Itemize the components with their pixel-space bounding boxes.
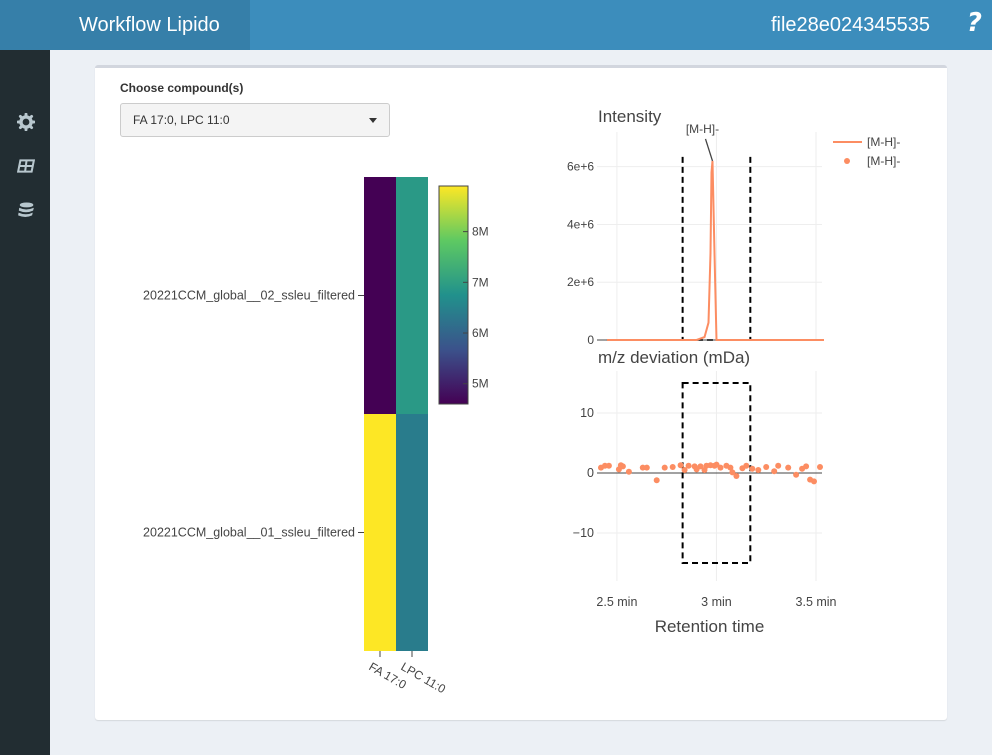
- heatmap-cell[interactable]: [396, 177, 428, 414]
- main-panel: [95, 65, 947, 720]
- mz-y-tick-label: 0: [587, 466, 594, 480]
- colorbar-tick-label: 7M: [472, 275, 489, 289]
- heatmap-cell[interactable]: [364, 414, 396, 651]
- mz-y-tick-label: −10: [573, 526, 594, 540]
- legend-label-marker: [M-H]-: [867, 154, 900, 168]
- mz-deviation-point[interactable]: [605, 462, 612, 469]
- annotation-arrow: [704, 138, 714, 162]
- mz-deviation-point[interactable]: [661, 464, 668, 471]
- compound-select[interactable]: FA 17:0, LPC 11:0: [120, 103, 390, 137]
- intensity-series-line[interactable]: [607, 160, 824, 341]
- mz-deviation-point[interactable]: [729, 469, 736, 476]
- mz-deviation-point[interactable]: [817, 464, 823, 470]
- x-tick-label: 2.5 min: [596, 595, 637, 609]
- x-axis-label: Retention time: [655, 617, 765, 636]
- legend-marker-swatch: [844, 158, 850, 164]
- mz-deviation-title: m/z deviation (mDa): [598, 348, 750, 367]
- chevron-down-icon: [369, 118, 377, 123]
- mz-deviation-point[interactable]: [749, 465, 756, 472]
- mz-deviation-point[interactable]: [685, 462, 692, 469]
- mz-deviation-point[interactable]: [771, 468, 778, 475]
- colorbar-tick-label: 6M: [472, 326, 489, 340]
- mz-deviation-point[interactable]: [727, 464, 734, 471]
- intensity-y-tick-label: 0: [587, 333, 594, 347]
- mz-deviation-point[interactable]: [755, 467, 762, 473]
- table-icon[interactable]: [17, 157, 35, 175]
- intensity-y-tick-label: 2e+6: [567, 275, 594, 289]
- database-icon[interactable]: [17, 201, 35, 219]
- mz-deviation-point[interactable]: [733, 473, 740, 479]
- mz-y-tick-label: 10: [580, 406, 594, 420]
- intensity-y-tick-label: 4e+6: [567, 217, 594, 231]
- compound-select-value: FA 17:0, LPC 11:0: [133, 113, 230, 127]
- annotation-label: [M-H]-: [686, 122, 719, 136]
- mz-deviation-point[interactable]: [775, 462, 782, 469]
- mz-deviation-point[interactable]: [793, 471, 800, 478]
- top-header: Workflow Lipido file28e024345535 ?: [0, 0, 992, 50]
- mz-deviation-point[interactable]: [743, 462, 750, 469]
- intensity-title: Intensity: [598, 107, 662, 126]
- mz-deviation-point[interactable]: [619, 463, 626, 470]
- integration-window: [681, 382, 752, 564]
- compound-select-label: Choose compound(s): [120, 81, 244, 95]
- mz-deviation-point[interactable]: [681, 467, 688, 473]
- heatmap-cell[interactable]: [364, 177, 396, 414]
- heatmap-row-label: 20221CCM_global__02_ssleu_filtered: [143, 289, 355, 303]
- x-tick-label: 3.5 min: [796, 595, 837, 609]
- help-button[interactable]: ?: [966, 8, 982, 38]
- colorbar-tick-label: 5M: [472, 377, 489, 391]
- mz-deviation-point[interactable]: [697, 463, 704, 470]
- legend-label-line: [M-H]-: [867, 135, 900, 149]
- sidebar: [0, 50, 50, 755]
- mz-deviation-point[interactable]: [811, 478, 817, 485]
- mz-deviation-point[interactable]: [653, 477, 660, 484]
- colorbar-tick-label: 8M: [472, 225, 489, 239]
- mz-deviation-point[interactable]: [677, 462, 684, 469]
- colorbar: [438, 185, 469, 405]
- app-title[interactable]: Workflow Lipido: [0, 0, 250, 50]
- file-name: file28e024345535: [770, 14, 930, 36]
- mz-deviation-point[interactable]: [643, 464, 650, 471]
- x-tick-label: 3 min: [701, 595, 732, 609]
- mz-deviation-point[interactable]: [669, 464, 676, 470]
- mz-deviation-point[interactable]: [803, 463, 810, 470]
- gear-icon[interactable]: [17, 113, 35, 131]
- mz-deviation-point[interactable]: [763, 464, 770, 470]
- mz-deviation-point[interactable]: [717, 464, 724, 471]
- heatmap-row-label: 20221CCM_global__01_ssleu_filtered: [143, 526, 355, 540]
- mz-deviation-point[interactable]: [625, 468, 632, 475]
- mz-deviation-point[interactable]: [785, 464, 792, 471]
- intensity-y-tick-label: 6e+6: [567, 160, 594, 174]
- heatmap-cell[interactable]: [396, 414, 428, 651]
